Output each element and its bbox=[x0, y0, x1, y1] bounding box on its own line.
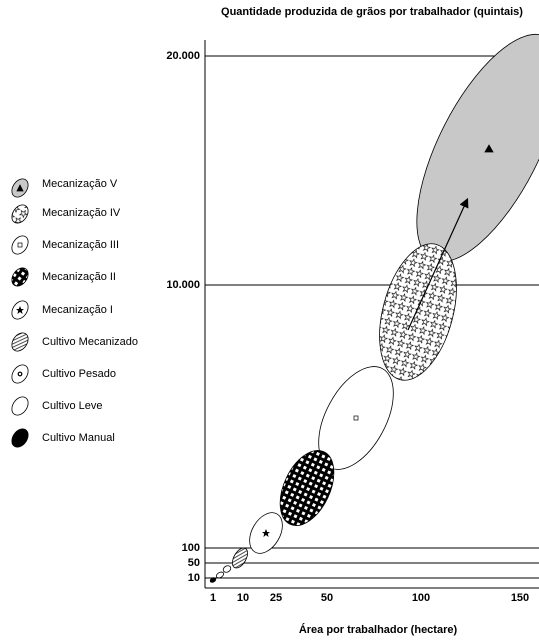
legend-label: Mecanização IV bbox=[42, 207, 121, 219]
x-tick-label: 10 bbox=[237, 592, 249, 604]
x-tick-label: 100 bbox=[412, 592, 430, 604]
stage-ellipse bbox=[232, 547, 248, 569]
legend-label: Cultivo Manual bbox=[42, 432, 115, 444]
x-tick-label: 1 bbox=[210, 592, 216, 604]
x-tick-label: 150 bbox=[511, 592, 529, 604]
arrow bbox=[407, 197, 469, 331]
stage-ellipse bbox=[279, 450, 335, 526]
legend-label: Mecanização I bbox=[42, 304, 113, 316]
stage-ellipse bbox=[416, 33, 539, 263]
icon bbox=[17, 371, 23, 377]
legend-label: Cultivo Mecanizado bbox=[42, 336, 138, 348]
legend-icon bbox=[11, 396, 29, 416]
y-tick-label: 20.000 bbox=[166, 50, 200, 62]
stages bbox=[209, 33, 539, 583]
y-tick-label: 10.000 bbox=[166, 279, 200, 291]
legend-label: Cultivo Pesado bbox=[42, 368, 116, 380]
legend-icon bbox=[11, 428, 29, 448]
title: Quantidade produzida de grãos por trabal… bbox=[221, 6, 523, 18]
legend-icon bbox=[11, 204, 29, 224]
stage-ellipse bbox=[215, 571, 225, 579]
icon bbox=[16, 306, 24, 314]
icon bbox=[16, 184, 24, 192]
legend-icon bbox=[11, 267, 29, 287]
x-tick-label: 25 bbox=[270, 592, 282, 604]
legend-label: Mecanização V bbox=[42, 178, 118, 190]
x-tick-label: 50 bbox=[321, 592, 333, 604]
icon bbox=[353, 415, 359, 421]
icon bbox=[262, 529, 270, 537]
legend-label: Mecanização II bbox=[42, 271, 116, 283]
icon bbox=[484, 144, 494, 153]
legend bbox=[11, 178, 29, 448]
x-axis-label: Área por trabalhador (hectare) bbox=[299, 623, 458, 636]
icon bbox=[17, 242, 23, 248]
legend-label: Mecanização III bbox=[42, 239, 119, 251]
stage-ellipse bbox=[222, 565, 232, 573]
legend-label: Cultivo Leve bbox=[42, 400, 103, 412]
y-tick-label: 100 bbox=[182, 542, 200, 554]
legend-icon bbox=[11, 332, 29, 352]
y-tick-label: 50 bbox=[188, 557, 200, 569]
stage-ellipse bbox=[379, 243, 457, 381]
stage-ellipse bbox=[209, 577, 217, 583]
y-tick-label: 10 bbox=[188, 572, 200, 584]
